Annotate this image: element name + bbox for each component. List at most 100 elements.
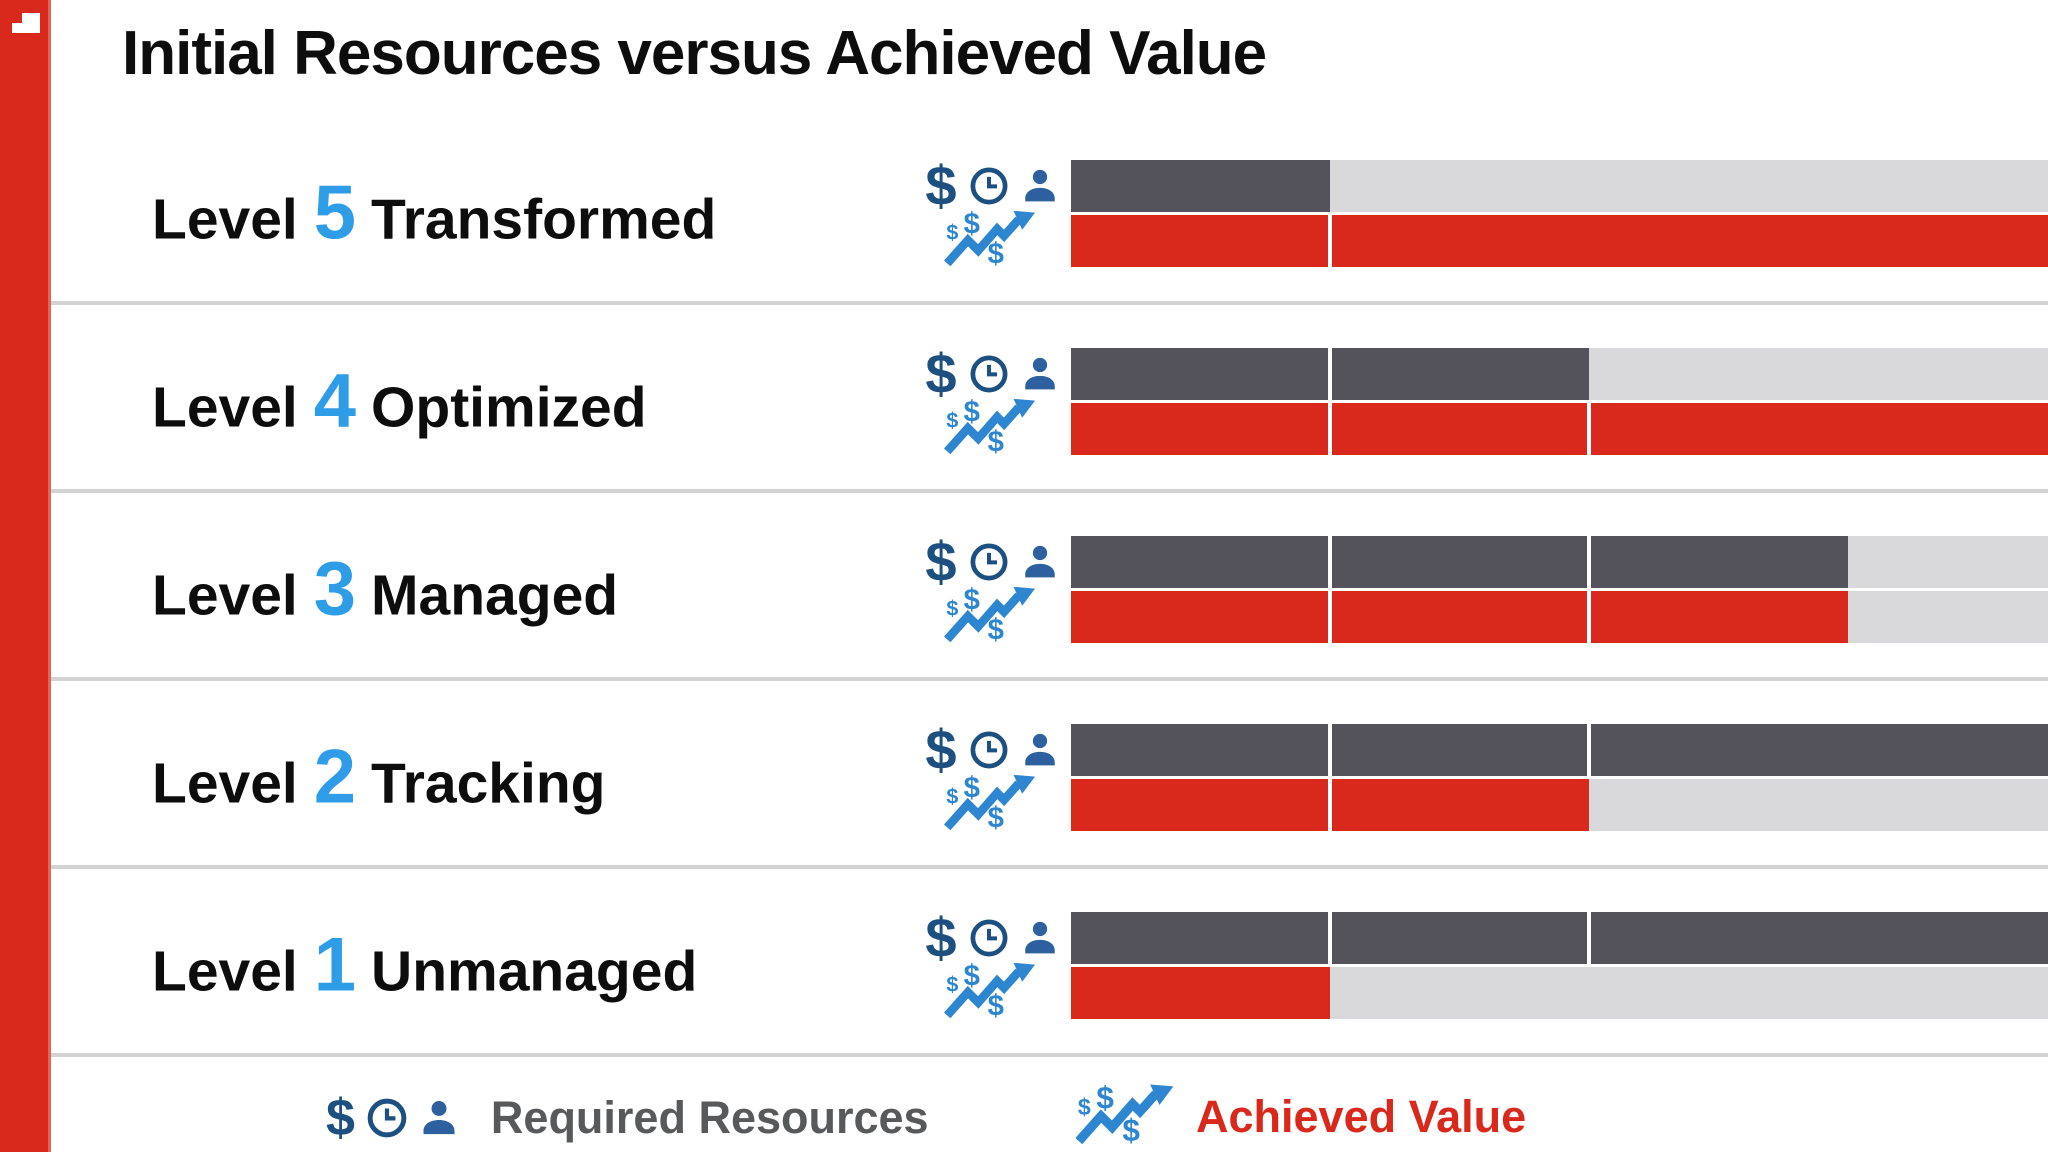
level-name: Transformed — [371, 187, 717, 252]
clock-icon — [968, 917, 1010, 959]
dollar-icon: $ — [326, 1089, 355, 1147]
level-label-prefix: Level — [152, 187, 298, 252]
level-label: Level 1 Unmanaged — [152, 922, 697, 1009]
level-name: Unmanaged — [371, 939, 698, 1004]
achieved-value-fill — [1071, 215, 2048, 267]
achieved-value-bar — [1071, 967, 2048, 1019]
achieved-value-fill — [1071, 591, 1848, 643]
achieved-value-icon-wrap — [940, 589, 1044, 645]
level-bars — [1071, 536, 2048, 643]
dollar-icon: $ — [925, 906, 957, 969]
level-bars — [1071, 912, 2048, 1019]
row-divider — [51, 301, 2048, 305]
dollar-icon: $ — [925, 342, 957, 405]
required-resources-bar — [1071, 348, 2048, 400]
level-name: Managed — [371, 563, 619, 628]
bar-segment-divider — [1328, 403, 1332, 455]
required-resources-icons: $ — [923, 154, 1061, 217]
achieved-value-fill — [1071, 403, 2048, 455]
required-resources-bar — [1071, 536, 2048, 588]
bar-segment-divider — [1587, 591, 1591, 643]
bar-segment-divider — [1587, 724, 1591, 776]
clock-icon — [968, 729, 1010, 771]
dollar-icon: $ — [925, 154, 957, 217]
achieved-value-icon-wrap — [940, 213, 1044, 269]
required-resources-icons: $ — [923, 722, 1061, 778]
required-resources-fill — [1071, 160, 1330, 212]
row-divider — [51, 489, 2048, 493]
clock-icon — [365, 1096, 409, 1140]
achieved-value-icon-wrap — [940, 777, 1044, 833]
level-bars — [1071, 160, 2048, 267]
row-divider — [51, 1053, 2048, 1057]
level-label: Level 3 Managed — [152, 546, 618, 633]
bar-segment-divider — [1328, 348, 1332, 400]
level-number: 2 — [313, 734, 357, 820]
bar-segment-divider — [1587, 403, 1591, 455]
level-number: 4 — [313, 358, 357, 444]
bar-segment-divider — [1328, 536, 1332, 588]
level-number: 3 — [313, 546, 357, 632]
required-resources-fill — [1071, 348, 1589, 400]
achieved-value-fill — [1071, 779, 1589, 831]
level-label: Level 2 Tracking — [152, 734, 605, 821]
level-row-1: Level 1 Unmanaged $ — [0, 906, 2048, 1021]
level-label-prefix: Level — [152, 563, 298, 628]
level-label: Level 4 Optimized — [152, 358, 647, 445]
required-resources-bar — [1071, 724, 2048, 776]
logo-icon — [0, 0, 51, 50]
logo-block-small — [12, 23, 22, 33]
person-icon — [1021, 355, 1059, 393]
legend-required: $ Required Resources — [326, 1088, 929, 1148]
required-resources-fill — [1071, 912, 2048, 964]
legend-achieved: Achieved Value — [1076, 1082, 1526, 1152]
bar-segment-divider — [1328, 912, 1332, 964]
level-label-prefix: Level — [152, 375, 298, 440]
level-label: Level 5 Transformed — [152, 170, 716, 257]
bar-segment-divider — [1587, 912, 1591, 964]
bar-segment-divider — [1328, 215, 1332, 267]
achieved-value-fill — [1071, 967, 1330, 1019]
level-row-3: Level 3 Managed $ — [0, 530, 2048, 645]
rising-dollar-trend-icon — [944, 398, 1040, 460]
person-icon — [1021, 919, 1059, 957]
legend-achieved-label: Achieved Value — [1196, 1091, 1527, 1142]
bar-segment-divider — [1587, 536, 1591, 588]
bar-segment-divider — [1328, 724, 1332, 776]
level-bars — [1071, 724, 2048, 831]
level-row-2: Level 2 Tracking $ — [0, 722, 2048, 833]
rising-dollar-trend-icon — [944, 774, 1040, 836]
level-name: Optimized — [371, 375, 647, 440]
required-resources-bar — [1071, 160, 2048, 212]
clock-icon — [968, 165, 1010, 207]
bar-segment-divider — [1328, 591, 1332, 643]
level-label-prefix: Level — [152, 939, 298, 1004]
achieved-value-icon-wrap — [940, 965, 1044, 1021]
required-resources-icons: $ — [923, 530, 1061, 593]
row-divider — [51, 865, 2048, 869]
level-number: 5 — [313, 170, 357, 256]
rising-dollar-trend-icon — [944, 962, 1040, 1024]
rising-dollar-trend-icon — [944, 210, 1040, 272]
required-resources-icons: $ — [923, 342, 1061, 405]
clock-icon — [968, 541, 1010, 583]
clock-icon — [968, 353, 1010, 395]
brand-sidebar — [0, 0, 51, 1152]
achieved-value-bar — [1071, 403, 2048, 455]
level-row-4: Level 4 Optimized $ — [0, 342, 2048, 455]
level-row-5: Level 5 Transformed $ — [0, 154, 2048, 269]
person-icon — [1021, 543, 1059, 581]
required-resources-icons: $ — [923, 906, 1061, 969]
rising-dollar-trend-icon — [944, 586, 1040, 648]
level-label-prefix: Level — [152, 751, 298, 816]
required-resources-fill — [1071, 724, 2048, 776]
dollar-icon: $ — [925, 530, 957, 593]
row-divider — [51, 677, 2048, 681]
achieved-value-bar — [1071, 591, 2048, 643]
legend-required-label: Required Resources — [490, 1092, 929, 1143]
logo-block-large — [22, 13, 40, 33]
achieved-value-bar — [1071, 779, 2048, 831]
level-bars — [1071, 348, 2048, 455]
rising-dollar-trend-icon — [1076, 1083, 1178, 1151]
person-icon — [1021, 167, 1059, 205]
